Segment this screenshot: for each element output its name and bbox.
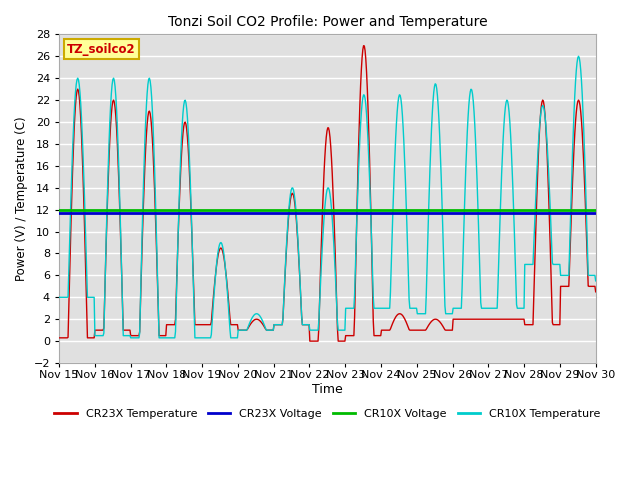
Title: Tonzi Soil CO2 Profile: Power and Temperature: Tonzi Soil CO2 Profile: Power and Temper…	[168, 15, 487, 29]
Y-axis label: Power (V) / Temperature (C): Power (V) / Temperature (C)	[15, 116, 28, 281]
Text: TZ_soilco2: TZ_soilco2	[67, 43, 136, 56]
X-axis label: Time: Time	[312, 383, 343, 396]
Legend: CR23X Temperature, CR23X Voltage, CR10X Voltage, CR10X Temperature: CR23X Temperature, CR23X Voltage, CR10X …	[50, 404, 605, 423]
